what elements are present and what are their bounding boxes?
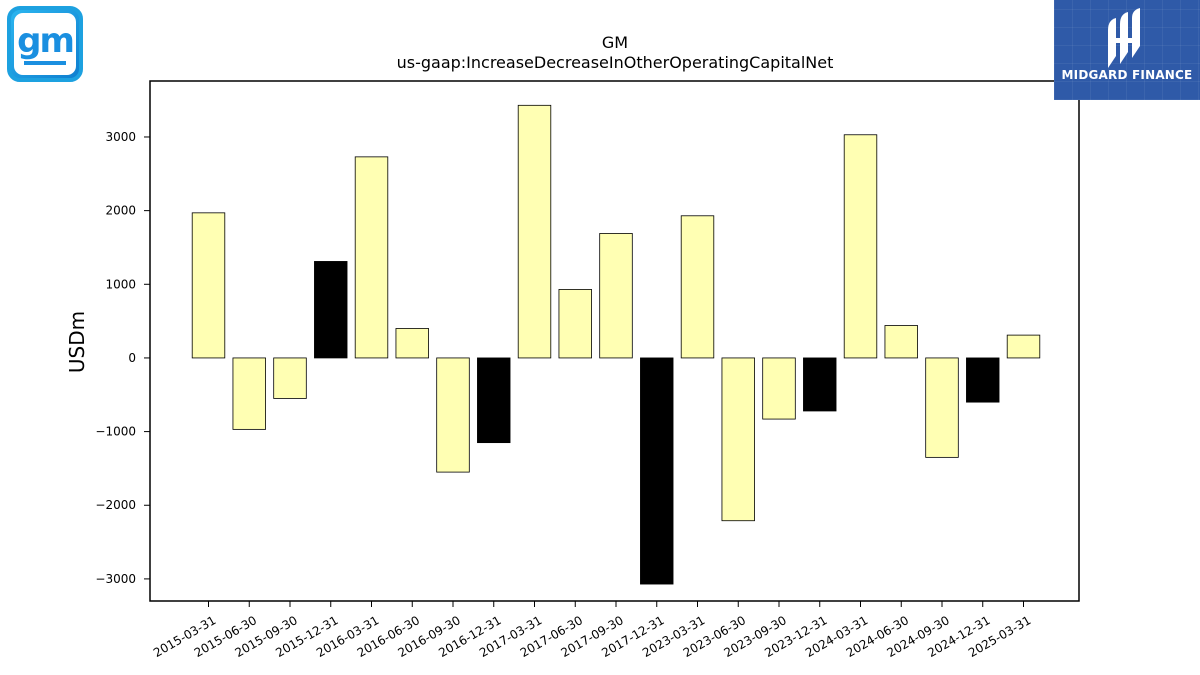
plot-frame (149, 80, 1080, 602)
y-tick-label: −1000 (95, 425, 136, 439)
bar-2016-09-30 (436, 357, 470, 473)
y-axis-label: USDm (65, 311, 89, 373)
bar-2015-06-30 (232, 357, 266, 430)
gm-logo-underline (24, 61, 66, 65)
y-tick-label: −2000 (95, 498, 136, 512)
bar-2017-12-31 (640, 357, 674, 585)
chart-subtitle: us-gaap:IncreaseDecreaseInOtherOperating… (397, 53, 834, 72)
bar-2015-12-31 (314, 261, 348, 359)
bar-2023-09-30 (762, 357, 796, 420)
gm-logo-icon: gm (7, 6, 83, 82)
midgard-logo-text: MIDGARD FINANCE (1061, 68, 1193, 82)
midgard-emblem-icon (1108, 8, 1140, 68)
y-axis-ticks: −3000 −2000 −1000 0 1000 2000 3000 (95, 130, 150, 586)
bar-2017-06-30 (558, 289, 592, 359)
bar-2023-12-31 (803, 357, 837, 412)
y-tick-label: 2000 (105, 204, 136, 218)
bar-2024-12-31 (966, 357, 1000, 403)
x-axis-ticks: 2015-03-312015-06-302015-09-302015-12-31… (151, 601, 1033, 660)
bar-2024-03-31 (843, 134, 878, 359)
bar-2016-06-30 (395, 328, 429, 359)
bar-2024-09-30 (925, 357, 959, 458)
chart-title: GM (602, 33, 628, 52)
midgard-logo-icon: MIDGARD FINANCE (1054, 0, 1200, 100)
bar-2025-03-31 (1006, 334, 1041, 359)
gm-logo-text: gm (17, 21, 75, 61)
bar-2015-09-30 (273, 357, 307, 399)
y-tick-label: 3000 (105, 130, 136, 144)
y-tick-label: −3000 (95, 572, 136, 586)
bar-2017-03-31 (517, 104, 552, 359)
bar-2024-06-30 (884, 325, 918, 359)
y-tick-label: 0 (128, 351, 136, 365)
bar-2023-06-30 (721, 357, 755, 522)
bar-2017-09-30 (599, 233, 633, 359)
bar-2023-03-31 (680, 215, 715, 359)
bar-2015-03-31 (191, 212, 226, 359)
y-tick-label: 1000 (105, 277, 136, 291)
bars (191, 104, 1041, 585)
bar-2016-12-31 (477, 357, 511, 444)
bar-2016-03-31 (354, 156, 389, 359)
